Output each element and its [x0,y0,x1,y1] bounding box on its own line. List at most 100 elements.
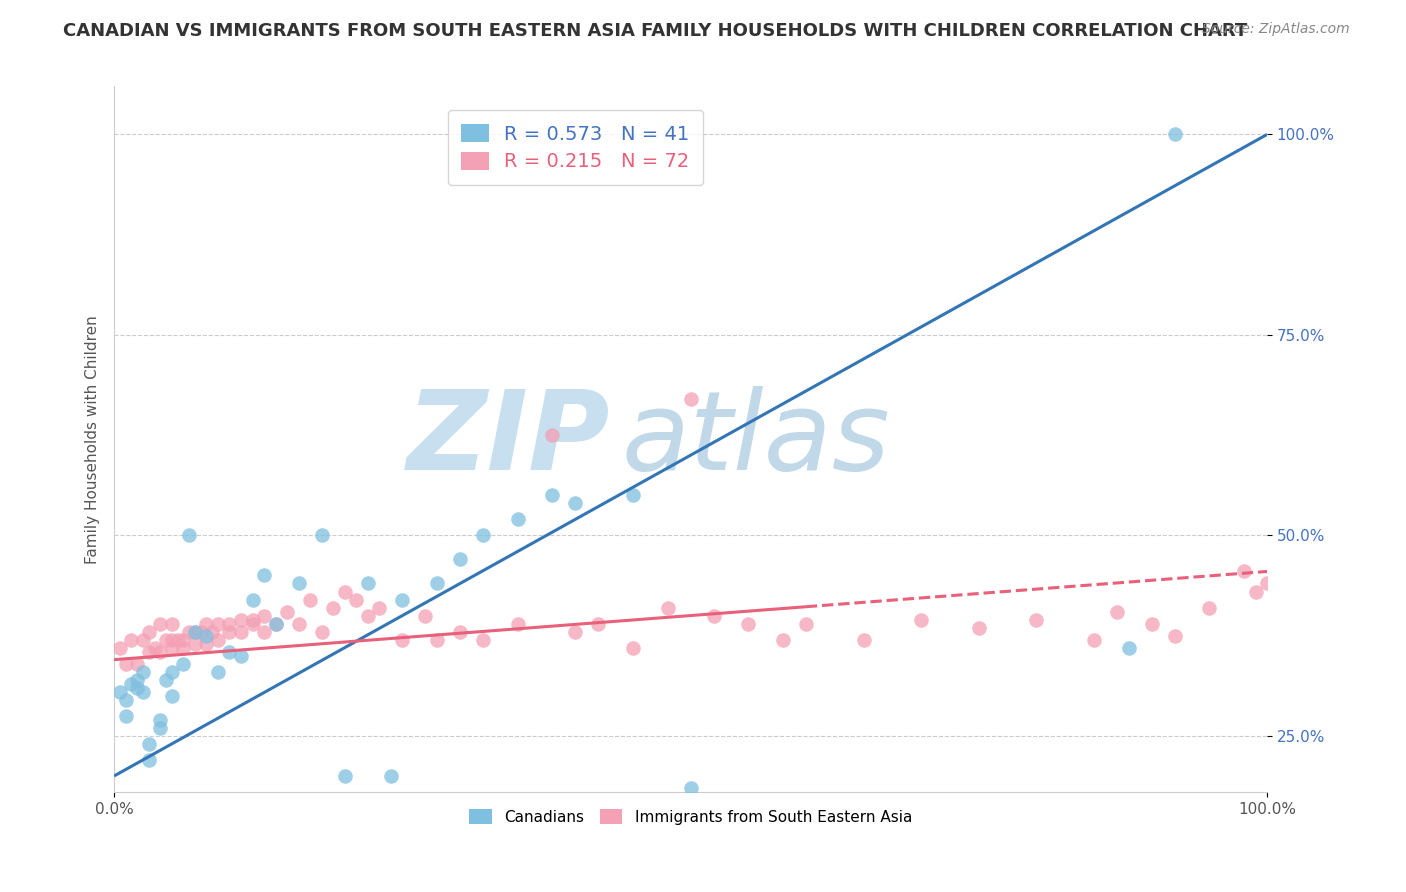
Point [794,616,817,631]
Point [253,608,276,623]
Point [114,657,136,671]
Point [121,676,143,690]
Point [160,616,183,631]
Point [172,632,194,647]
Point [287,576,309,591]
Point [155,632,177,647]
Point [160,665,183,679]
Point [218,645,240,659]
Point [333,584,356,599]
Point [311,624,333,639]
Point [184,624,207,639]
Point [564,496,586,510]
Point [541,488,564,502]
Point [138,753,160,767]
Point [357,608,380,623]
Point [299,592,322,607]
Point [380,769,402,783]
Point [201,624,224,639]
Point [506,616,529,631]
Point [657,600,679,615]
Point [322,600,344,615]
Point [184,637,207,651]
Point [621,640,644,655]
Point [1164,629,1187,643]
Point [391,592,413,607]
Point [138,737,160,751]
Point [132,684,155,698]
Point [472,632,495,647]
Point [121,632,143,647]
Point [1118,640,1140,655]
Point [149,645,172,659]
Point [910,613,932,627]
Point [1107,605,1129,619]
Point [1164,128,1187,142]
Point [703,608,725,623]
Point [229,613,252,627]
Point [108,684,131,698]
Point [207,665,229,679]
Text: ZIP: ZIP [406,385,610,492]
Point [127,657,149,671]
Point [426,632,449,647]
Point [160,632,183,647]
Point [772,632,794,647]
Point [333,769,356,783]
Point [415,608,437,623]
Point [207,616,229,631]
Point [253,624,276,639]
Point [160,689,183,703]
Point [852,632,875,647]
Point [311,528,333,542]
Point [344,592,367,607]
Point [127,673,149,687]
Legend: Canadians, Immigrants from South Eastern Asia: Canadians, Immigrants from South Eastern… [460,800,921,834]
Point [621,488,644,502]
Point [179,624,201,639]
Point [190,624,212,639]
Point [155,673,177,687]
Point [737,616,759,631]
Y-axis label: Family Households with Children: Family Households with Children [86,315,100,564]
Point [368,600,391,615]
Point [229,648,252,663]
Point [218,616,240,631]
Point [172,657,194,671]
Point [179,528,201,542]
Point [253,568,276,582]
Point [138,645,160,659]
Point [1233,565,1256,579]
Point [449,552,471,566]
Point [132,665,155,679]
Text: atlas: atlas [621,385,890,492]
Point [172,640,194,655]
Point [143,640,166,655]
Point [108,640,131,655]
Point [195,616,218,631]
Point [541,428,564,442]
Point [1083,632,1105,647]
Point [1140,616,1163,631]
Point [679,780,702,795]
Point [242,613,264,627]
Point [276,605,298,619]
Point [472,528,495,542]
Point [588,616,610,631]
Point [1025,613,1047,627]
Point [1256,576,1278,591]
Point [114,708,136,723]
Point [391,632,413,647]
Point [287,616,309,631]
Point [564,624,586,639]
Point [114,692,136,706]
Point [242,616,264,631]
Point [149,616,172,631]
Point [195,629,218,643]
Point [160,640,183,655]
Text: Source: ZipAtlas.com: Source: ZipAtlas.com [1202,22,1350,37]
Point [149,721,172,735]
Point [1198,600,1220,615]
Point [195,637,218,651]
Point [1244,584,1267,599]
